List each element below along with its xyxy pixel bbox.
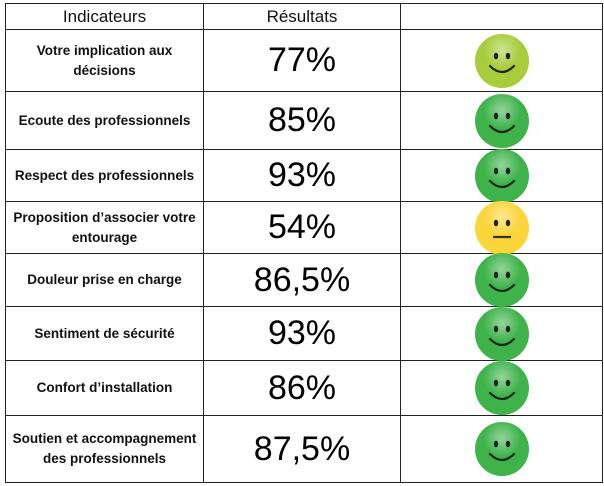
smiley-happy-green-icon	[474, 306, 529, 361]
result-value: 93%	[203, 306, 401, 361]
result-value: 86%	[203, 360, 401, 416]
icon-cell	[400, 306, 603, 361]
smiley-neutral-yellow-icon	[474, 200, 529, 255]
table-row: Soutien et accompagnement des profession…	[5, 415, 603, 483]
smiley-happy-green-icon	[474, 361, 529, 415]
table-row: Ecoute des professionnels 85%	[5, 91, 603, 150]
indicator-label: Douleur prise en charge	[5, 253, 204, 307]
result-value: 77%	[203, 29, 401, 92]
smiley-happy-light-green-icon	[474, 33, 529, 88]
header-row: Indicateurs Résultats	[5, 3, 603, 30]
smiley-happy-green-icon	[474, 148, 529, 203]
smiley-happy-green-icon	[474, 93, 529, 148]
table-row: Respect des professionnels 93%	[5, 148, 603, 203]
icon-cell	[400, 148, 603, 203]
indicator-label: Ecoute des professionnels	[5, 91, 204, 150]
header-icon	[400, 3, 603, 30]
smiley-happy-green-icon	[474, 253, 529, 307]
indicator-label: Sentiment de sécurité	[5, 306, 204, 361]
icon-cell	[400, 200, 603, 255]
result-value: 87,5%	[203, 415, 401, 483]
icon-cell	[400, 415, 603, 483]
table-row: Sentiment de sécurité 93%	[5, 306, 603, 361]
header-indicators: Indicateurs	[5, 3, 204, 30]
result-value: 85%	[203, 91, 401, 150]
table-row: Votre implication aux décisions 77%	[5, 29, 603, 92]
icon-cell	[400, 253, 603, 307]
result-value: 54%	[203, 201, 401, 254]
result-value: 93%	[203, 149, 401, 202]
indicator-label: Proposition d’associer votre entourage	[5, 201, 204, 254]
icon-cell	[400, 360, 603, 416]
result-value: 86,5%	[203, 253, 401, 307]
smiley-happy-green-icon	[474, 422, 529, 476]
indicator-label: Respect des professionnels	[5, 149, 204, 202]
table-row: Confort d’installation 86%	[5, 360, 603, 416]
icon-cell	[400, 91, 603, 150]
indicator-label: Votre implication aux décisions	[5, 29, 204, 92]
results-table: Indicateurs Résultats Votre implication …	[5, 3, 603, 483]
indicator-label: Confort d’installation	[5, 360, 204, 416]
table-row: Proposition d’associer votre entourage 5…	[5, 200, 603, 255]
icon-cell	[400, 29, 603, 92]
table-row: Douleur prise en charge 86,5%	[5, 253, 603, 307]
header-results: Résultats	[203, 3, 401, 30]
indicator-label: Soutien et accompagnement des profession…	[5, 415, 204, 483]
